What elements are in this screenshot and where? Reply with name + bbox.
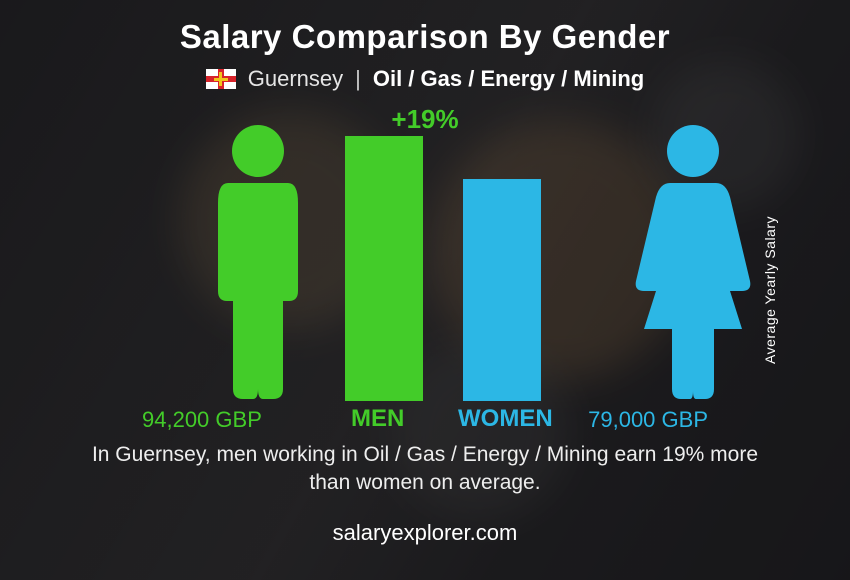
- female-person-icon: [618, 121, 768, 401]
- location-label: Guernsey: [248, 66, 343, 92]
- men-label: MEN: [351, 405, 404, 433]
- subtitle-row: Guernsey | Oil / Gas / Energy / Mining: [18, 66, 832, 92]
- male-person-icon: [183, 121, 333, 401]
- separator: |: [355, 66, 361, 92]
- gender-salary-chart: +19% 94,200 GBP MEN WOMEN 79,000 GBP: [18, 100, 832, 435]
- women-label: WOMEN: [458, 405, 553, 433]
- men-bar: [345, 136, 423, 401]
- men-salary-value: 94,200 GBP: [142, 407, 262, 433]
- women-salary-value: 79,000 GBP: [588, 407, 708, 433]
- page-title: Salary Comparison By Gender: [18, 18, 832, 56]
- infographic-container: Salary Comparison By Gender Guernsey | O…: [0, 0, 850, 580]
- summary-text: In Guernsey, men working in Oil / Gas / …: [18, 441, 832, 498]
- guernsey-flag-icon: [206, 69, 236, 89]
- delta-label: +19%: [391, 104, 458, 135]
- industry-label: Oil / Gas / Energy / Mining: [373, 66, 644, 92]
- women-bar: [463, 179, 541, 401]
- y-axis-label: Average Yearly Salary: [762, 216, 778, 364]
- brand-label: salaryexplorer.com: [18, 520, 832, 546]
